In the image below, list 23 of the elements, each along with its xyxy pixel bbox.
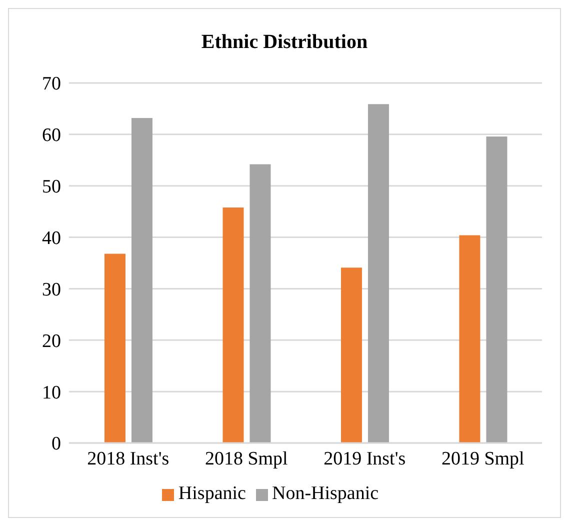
- bar: [131, 118, 152, 443]
- y-tick-label: 0: [52, 434, 61, 455]
- legend-label: Non-Hispanic: [272, 483, 379, 504]
- x-tick-label: 2019 Inst's: [324, 448, 406, 470]
- bar: [486, 136, 508, 443]
- bar: [250, 164, 271, 443]
- x-tick-label: 2019 Smpl: [441, 448, 524, 470]
- y-tick-label: 70: [42, 74, 61, 95]
- y-tick-label: 20: [42, 330, 61, 352]
- y-tick-label: 40: [42, 228, 61, 250]
- bar: [459, 235, 480, 443]
- x-tick-label: 2018 Inst's: [87, 448, 170, 470]
- bar: [340, 268, 362, 443]
- bar: [368, 104, 389, 443]
- x-tick-label: 2018 Smpl: [204, 448, 288, 470]
- y-tick-label: 50: [42, 176, 61, 198]
- y-tick-label: 60: [42, 125, 61, 146]
- y-tick-label: 30: [42, 279, 61, 300]
- y-tick-label: 10: [42, 382, 61, 404]
- bar: [104, 254, 126, 443]
- legend-label: Hispanic: [178, 483, 246, 504]
- bar: [222, 207, 244, 443]
- chart-title: Ethnic Distribution: [200, 31, 369, 54]
